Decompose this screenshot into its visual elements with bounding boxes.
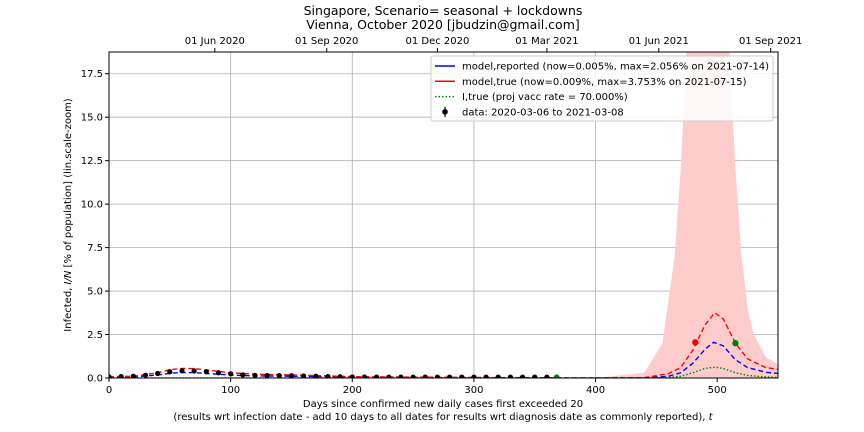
series-line-reported [109,341,778,378]
data-point [142,372,149,378]
data-point [544,374,550,378]
data-point [361,374,368,378]
data-point [422,374,428,378]
y-tick-label: 12.5 [81,156,103,167]
data-point [471,374,477,378]
marker-dot [732,340,739,347]
marker-dot [553,374,560,378]
x-tick-label: 200 [343,385,362,396]
uncertainty-band [595,52,778,378]
x-tick-label: 0 [106,385,112,396]
data-point [446,374,453,378]
legend: model,reported (now=0.005%, max=2.056% o… [430,55,774,122]
data-point [410,374,416,378]
y-tick-label: 7.5 [87,243,103,254]
data-point [483,374,489,378]
data-point [118,374,124,378]
data-point [434,374,441,378]
y-tick-label: 10.0 [81,200,103,211]
y-tick-label: 15.0 [81,113,103,124]
y-axis-label-post: [% of population] (lin.scale-zoom) [63,98,74,270]
legend-label: model,reported (now=0.005%, max=2.056% o… [462,62,769,73]
marker-dot [692,339,699,346]
data-point [374,374,380,378]
data-point [228,371,234,377]
x-axis: 0 100 200 300 400 500 [106,378,727,396]
legend-label: data: 2020-03-06 to 2021-03-08 [462,107,624,118]
top-tick-label: 01 Jun 2020 [185,36,245,47]
top-axis: 01 Jun 2020 01 Sep 2020 01 Dec 2020 01 Mar … [185,36,802,52]
x-axis-label: Days since confirmed new daily cases fir… [303,399,583,410]
data-point [398,374,404,378]
data-point [313,373,319,378]
data-point [264,372,270,378]
series-lines [109,311,778,378]
data-point [130,373,136,378]
data-point [276,372,282,378]
data-point [215,370,222,376]
data-point [155,370,161,377]
data-point [519,374,526,378]
x-axis-label-2-var: t [709,412,714,423]
data-point [191,368,197,374]
series-line-itrue [109,366,778,378]
top-tick-label: 01 Jun 2021 [629,36,689,47]
y-tick-label: 0.0 [87,374,103,385]
y-tick-label: 5.0 [87,287,103,298]
data-point [349,374,355,378]
y-tick-label: 2.5 [87,330,103,341]
plot-frame [108,51,779,379]
legend-label: I,true (proj vacc rate = 70.000%) [462,92,628,103]
data-point [288,373,295,378]
y-axis-label: Infected, I/N [% of population] (lin.sca… [63,98,74,332]
data-point [301,373,307,378]
chart-subtitle: Vienna, October 2020 [jbudzin@gmail.com] [306,17,580,32]
y-tick-label: 17.5 [81,69,103,80]
series-line-true [109,311,778,378]
legend-box [430,55,774,122]
data-point [109,374,112,378]
data-point [337,374,343,378]
data-point [532,374,538,378]
top-tick-label: 01 Sep 2021 [739,36,802,47]
data-point [386,374,392,378]
data-point [507,374,513,378]
x-tick-label: 100 [221,385,240,396]
legend-label: model,true (now=0.009%, max=3.753% on 20… [462,77,747,88]
x-tick-label: 300 [464,385,483,396]
data-point [252,372,258,378]
uncertainty-band-area [595,52,778,378]
y-axis-label-var: I/N [63,270,74,284]
chart-title: Singapore, Scenario= seasonal + lockdown… [304,3,583,18]
x-axis-label-2-text: (results wrt infection date - add 10 day… [173,412,708,423]
data-point [495,374,501,378]
markers [553,339,739,378]
y-axis: 0.0 2.5 5.0 7.5 10.0 12.5 15.0 17.5 [81,69,109,385]
legend-handle-dot [442,109,448,115]
top-tick-label: 01 Dec 2020 [405,36,469,47]
y-axis-label-pre: Infected, [63,284,74,331]
data-point [459,374,465,378]
data-point [203,369,209,375]
data-point [240,372,246,378]
data-point [179,368,185,374]
top-tick-label: 01 Mar 2021 [515,36,578,47]
x-tick-label: 400 [586,385,605,396]
data-point [167,369,173,375]
data-point [325,374,331,378]
x-tick-label: 500 [708,385,727,396]
top-tick-label: 01 Sep 2020 [295,36,358,47]
x-axis-label-2: (results wrt infection date - add 10 day… [173,412,713,423]
